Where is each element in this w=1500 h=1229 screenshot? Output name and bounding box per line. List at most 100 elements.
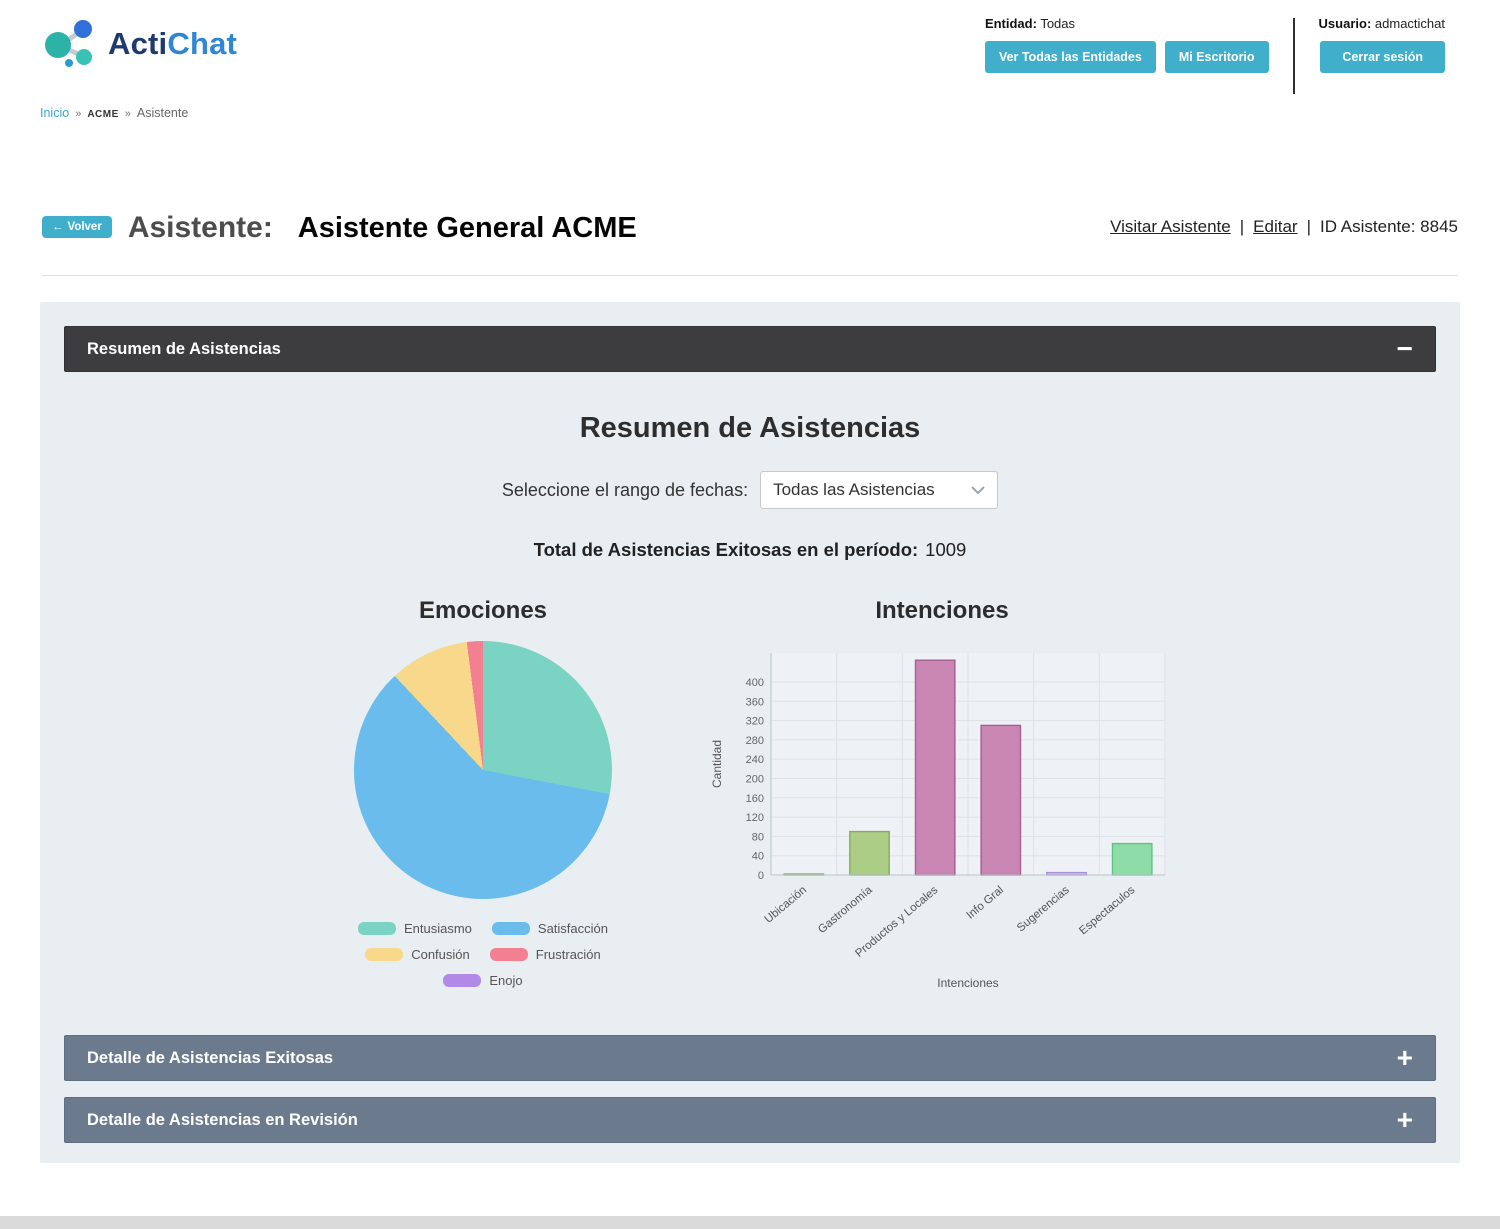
svg-text:Gastronomía: Gastronomía (816, 884, 875, 936)
svg-text:40: 40 (752, 851, 764, 863)
title-meta: Visitar Asistente | Editar | ID Asistent… (1110, 217, 1458, 237)
date-range-select[interactable]: Todas las Asistencias (760, 471, 999, 509)
cerrar-sesion-button[interactable]: Cerrar sesión (1320, 41, 1445, 73)
user-value: admactichat (1374, 16, 1445, 31)
header-divider (1292, 18, 1295, 94)
ver-todas-entidades-button[interactable]: Ver Todas las Entidades (984, 41, 1156, 73)
breadcrumb-separator: » (75, 108, 82, 120)
volver-label: Volver (67, 220, 102, 233)
legend-item: Enojo (443, 973, 523, 988)
back-arrow-icon: ← (52, 220, 64, 233)
pipe-separator: | (1239, 216, 1245, 236)
pipe-separator: | (1306, 216, 1311, 236)
svg-text:280: 280 (746, 735, 764, 747)
emotions-chart-col: Emociones Entusiasmo Satisfacción Confusió… (323, 597, 643, 988)
legend-label: Confusión (411, 947, 470, 962)
entity-buttons: Ver Todas las Entidades Mi Escritorio (984, 41, 1269, 73)
assistant-name: Asistente General ACME (297, 212, 637, 244)
page-title: Asistente: Asistente General ACME (128, 208, 637, 245)
title-row: ← Volver Asistente: Asistente General AC… (0, 208, 1500, 245)
assistant-id-value: 8845 (1420, 216, 1458, 236)
legend-item: Satisfacción (491, 921, 608, 936)
emotions-legend: Entusiasmo Satisfacción Confusión Frustraci… (323, 921, 643, 988)
app-logo[interactable]: ActiChat (40, 16, 237, 72)
user-block: Usuario: admactichat Cerrar sesión (1319, 16, 1445, 73)
entity-block: Entidad: Todas Ver Todas las Entidades M… (984, 16, 1269, 73)
summary-accordion-title: Resumen de Asistencias (87, 339, 281, 358)
user-line: Usuario: admactichat (1319, 16, 1445, 31)
visitar-asistente-link[interactable]: Visitar Asistente (1110, 216, 1231, 236)
logo-text-chat: Chat (167, 26, 238, 61)
date-range-selected-value: Todas las Asistencias (773, 480, 935, 499)
collapse-minus-icon[interactable]: − (1396, 333, 1413, 364)
breadcrumb-inicio-link[interactable]: Inicio (40, 106, 70, 120)
svg-text:Intenciones: Intenciones (937, 976, 998, 990)
mi-escritorio-button[interactable]: Mi Escritorio (1164, 41, 1269, 73)
title-divider (42, 275, 1458, 276)
chevron-down-icon (971, 485, 985, 494)
volver-button[interactable]: ← Volver (42, 215, 112, 238)
total-label: Total de Asistencias Exitosas en el perí… (533, 539, 919, 560)
breadcrumb-current: Asistente (136, 106, 189, 120)
top-header: ActiChat Entidad: Todas Ver Todas las En… (0, 0, 1500, 100)
editar-link[interactable]: Editar (1253, 216, 1298, 236)
legend-label: Entusiasmo (403, 921, 472, 936)
svg-text:360: 360 (746, 696, 764, 708)
svg-text:0: 0 (758, 870, 764, 882)
svg-text:160: 160 (746, 793, 764, 805)
date-range-row: Seleccione el rango de fechas: Todas las… (64, 471, 1436, 509)
svg-text:Info Gral: Info Gral (965, 884, 1007, 922)
legend-label: Enojo (489, 973, 523, 988)
svg-text:Sugerencias: Sugerencias (1015, 884, 1072, 934)
svg-text:Cantidad: Cantidad (710, 740, 724, 788)
date-range-label: Seleccione el rango de fechas: (501, 479, 749, 500)
total-value: 1009 (925, 539, 967, 560)
legend-item: Confusión (365, 947, 470, 962)
svg-text:400: 400 (746, 677, 764, 689)
legend-label: Satisfacción (537, 921, 608, 936)
detalle-exitosas-title: Detalle de Asistencias Exitosas (87, 1048, 334, 1067)
breadcrumb-entity: ACME (87, 109, 119, 120)
svg-text:200: 200 (746, 773, 764, 785)
entity-label: Entidad: (984, 16, 1037, 31)
logo-text-acti: Acti (108, 26, 168, 61)
footer-strip (0, 1216, 1500, 1229)
legend-swatch (357, 922, 396, 935)
header-right: Entidad: Todas Ver Todas las Entidades M… (984, 12, 1445, 94)
expand-plus-icon[interactable]: + (1396, 1104, 1413, 1135)
entity-value: Todas (1040, 16, 1076, 31)
user-label: Usuario: (1318, 16, 1372, 31)
assistant-id-label: ID Asistente: (1320, 216, 1416, 236)
detalle-exitosas-accordion-header[interactable]: Detalle de Asistencias Exitosas + (64, 1035, 1436, 1081)
breadcrumb-separator: » (124, 108, 131, 120)
entity-line: Entidad: Todas (985, 16, 1269, 31)
actichat-logo-icon (45, 20, 92, 67)
page-title-label: Asistente: (127, 211, 273, 244)
svg-text:Ubicación: Ubicación (763, 884, 809, 926)
main-panel: Resumen de Asistencias − Resumen de Asis… (40, 302, 1460, 1163)
emotions-chart-title: Emociones (418, 597, 548, 624)
svg-text:320: 320 (746, 716, 764, 728)
assistant-id: ID Asistente: 8845 (1320, 217, 1458, 237)
title-left: ← Volver Asistente: Asistente General AC… (42, 208, 637, 245)
legend-label: Frustración (535, 947, 601, 962)
intentions-chart-title: Intenciones (875, 597, 1009, 624)
svg-text:Espectaculos: Espectaculos (1077, 884, 1137, 937)
app-logo-text: ActiChat (108, 26, 237, 62)
detalle-revision-title: Detalle de Asistencias en Revisión (87, 1110, 358, 1129)
summary-accordion-header[interactable]: Resumen de Asistencias − (64, 326, 1436, 372)
legend-swatch (365, 948, 404, 961)
svg-text:240: 240 (746, 754, 764, 766)
svg-text:120: 120 (746, 812, 764, 824)
legend-swatch (443, 974, 482, 987)
charts-row: Emociones Entusiasmo Satisfacción Confusió… (64, 597, 1436, 993)
legend-item: Frustración (489, 947, 601, 962)
intentions-chart-col: Intenciones 0 40 80 120 160 200 240 280 320 360 40… (707, 597, 1177, 993)
intentions-bar-chart: 0 40 80 120 160 200 240 280 320 360 400 Ubicación Ga… (710, 653, 1166, 990)
emotions-pie-chart (354, 641, 612, 899)
svg-text:80: 80 (752, 831, 764, 843)
detalle-revision-accordion-header[interactable]: Detalle de Asistencias en Revisión + (64, 1097, 1436, 1143)
detail-accordions: Detalle de Asistencias Exitosas + Detall… (64, 1035, 1436, 1143)
expand-plus-icon[interactable]: + (1396, 1042, 1413, 1073)
legend-swatch (489, 948, 528, 961)
